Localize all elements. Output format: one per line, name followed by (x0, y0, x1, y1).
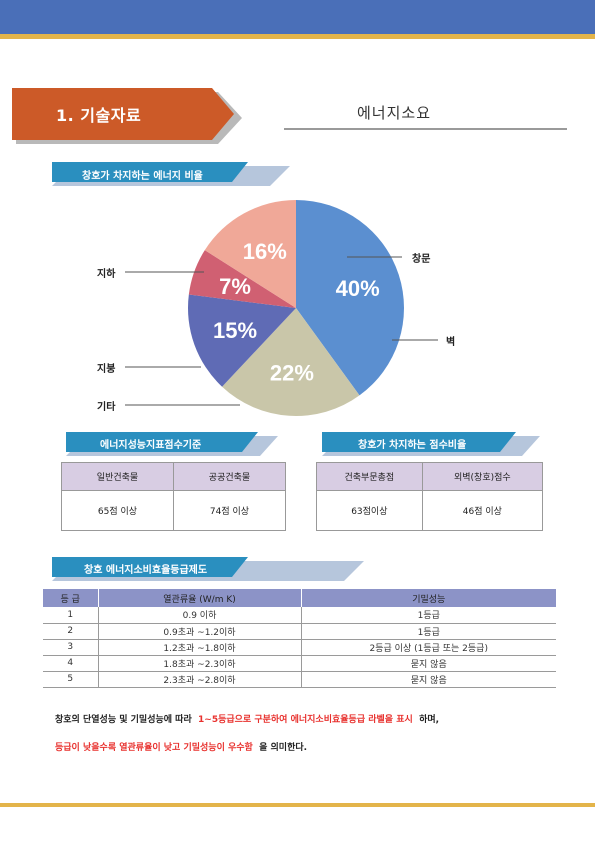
pie-value-label-3: 15% (213, 318, 257, 343)
value-public-building: 74점 이상 (173, 490, 286, 531)
pie-slice-2 (222, 308, 360, 416)
value-window-score: 46점 이상 (421, 490, 544, 531)
grade-cell: 4 (43, 655, 99, 672)
bottom-accent-line (0, 803, 595, 807)
heat-transfer-cell: 0.9초과 ~1.2이하 (98, 623, 302, 640)
section-title-grade-system: 창호 에너지소비효율등급제도 (84, 565, 208, 576)
pie-value-label-5: 16% (243, 239, 287, 264)
score-ratio-table: 건축부문총점 외벽(창호)점수 63점이상 46점 이상 (316, 462, 544, 531)
table-row: 3 1.2초과 ~1.8이하 2등급 이상 (1등급 또는 2등급) (43, 639, 556, 656)
heat-transfer-cell: 0.9 이하 (98, 607, 302, 624)
section-title: 1. 기술자료 (56, 106, 142, 125)
header-total-score: 건축부문총점 (316, 462, 423, 491)
score-standard-table: 일반건축물 공공건축물 65점 이상 74점 이상 (61, 462, 286, 531)
note-line-1: 창호의 단열성능 및 기밀성능에 따라 1~5등급으로 구분하여 에너지소비효율… (55, 712, 439, 725)
header-general-building: 일반건축물 (61, 462, 174, 491)
page-subject: 에너지소요 (357, 104, 432, 122)
section-banner-score-standard (66, 430, 280, 456)
subject-underline (284, 128, 567, 130)
table-row: 2 0.9초과 ~1.2이하 1등급 (43, 623, 556, 640)
grade-cell: 5 (43, 671, 99, 688)
airtightness-cell: 묻지 않음 (301, 655, 556, 672)
value-general-building: 65점 이상 (61, 490, 174, 531)
pie-callout-roof: 지붕 (97, 364, 116, 375)
note-text: 창호의 단열성능 및 기밀성능에 따라 (55, 715, 192, 725)
table-row: 4 1.8초과 ~2.3이하 묻지 않음 (43, 655, 556, 672)
grade-cell: 1 (43, 607, 99, 624)
heat-transfer-cell: 1.8초과 ~2.3이하 (98, 655, 302, 672)
airtightness-cell: 1등급 (301, 623, 556, 640)
pie-callout-basement: 지하 (97, 269, 116, 280)
column-airtightness: 기밀성능 (301, 589, 556, 607)
pie-slice-3 (188, 294, 296, 387)
column-grade: 등 급 (43, 589, 99, 607)
top-header-bar (0, 0, 595, 34)
table-row: 1 0.9 이하 1등급 (43, 607, 556, 624)
pie-callout-etc: 기타 (97, 402, 116, 413)
pie-value-label-4: 7% (219, 274, 251, 299)
note-text: 하며, (419, 715, 440, 725)
pie-slice-4 (188, 250, 296, 308)
table-row: 5 2.3초과 ~2.8이하 묻지 않음 (43, 671, 556, 688)
airtightness-cell: 1등급 (301, 607, 556, 624)
heat-transfer-cell: 1.2초과 ~1.8이하 (98, 639, 302, 656)
pie-slice-5 (204, 200, 296, 308)
title-tab (12, 88, 242, 144)
note-highlight: 1~5등급으로 구분하여 에너지소비효율등급 라벨을 표시 (198, 715, 413, 725)
pie-slice-1 (296, 200, 404, 396)
header-window-score: 외벽(창호)점수 (421, 462, 544, 491)
column-heat-transfer: 열관류율 (W/m K) (98, 589, 302, 607)
section-title-score-standard: 에너지성능지표점수기준 (100, 440, 202, 451)
pie-value-label-2: 22% (270, 361, 314, 386)
pie-value-label-1: 40% (336, 276, 380, 301)
pie-callout-wall: 벽 (446, 337, 456, 348)
value-total-score: 63점이상 (316, 490, 423, 531)
header-public-building: 공공건축물 (173, 462, 286, 491)
note-text: 을 의미한다. (259, 743, 308, 753)
section-banner-score-ratio (322, 430, 542, 456)
pie-callout-window: 창문 (412, 254, 431, 265)
heat-transfer-cell: 2.3초과 ~2.8이하 (98, 671, 302, 688)
airtightness-cell: 묻지 않음 (301, 671, 556, 688)
section-banner-grade-system (52, 555, 366, 581)
section-title-energy-ratio: 창호가 차지하는 에너지 비율 (82, 171, 203, 182)
section-banner-energy-ratio (52, 160, 292, 186)
grade-cell: 2 (43, 623, 99, 640)
section-title-score-ratio: 창호가 차지하는 점수비율 (358, 440, 467, 451)
note-line-2: 등급이 낮을수록 열관류율이 낮고 기밀성능이 우수함 을 의미한다. (55, 740, 307, 753)
airtightness-cell: 2등급 이상 (1등급 또는 2등급) (301, 639, 556, 656)
top-accent-line (0, 34, 595, 39)
grade-table: 등 급 열관류율 (W/m K) 기밀성능 1 0.9 이하 1등급 2 0.9… (43, 589, 556, 688)
grade-cell: 3 (43, 639, 99, 656)
note-highlight: 등급이 낮을수록 열관류율이 낮고 기밀성능이 우수함 (55, 743, 253, 753)
